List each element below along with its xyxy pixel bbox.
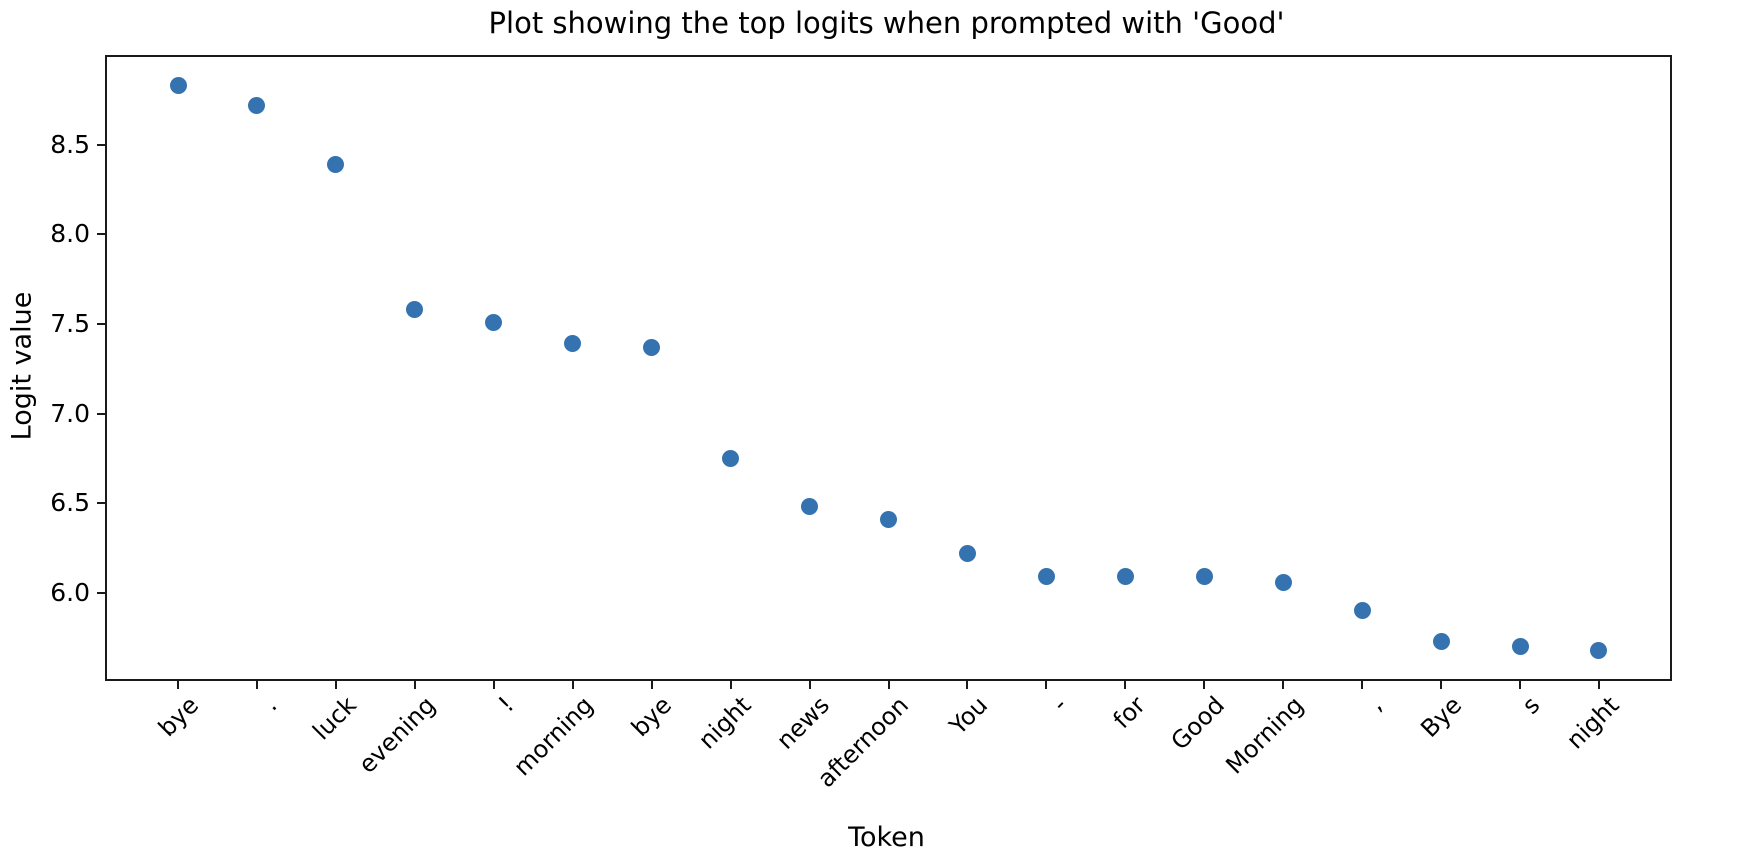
x-tick-mark (1124, 681, 1127, 689)
chart-title: Plot showing the top logits when prompte… (488, 6, 1285, 40)
y-tick-mark (97, 323, 105, 326)
data-point (406, 301, 424, 319)
x-axis-label: Token (848, 822, 925, 853)
x-tick-mark (1361, 681, 1364, 689)
y-tick-label: 6.0 (50, 577, 90, 607)
y-tick-label: 8.5 (50, 129, 90, 159)
data-point (1274, 573, 1292, 591)
data-point (248, 96, 266, 114)
x-tick-label: night (1561, 691, 1625, 755)
x-tick-mark (492, 681, 495, 689)
data-point (1353, 602, 1371, 620)
data-point (327, 156, 345, 174)
x-tick-mark (1519, 681, 1521, 689)
x-tick-mark (177, 681, 180, 689)
x-tick-mark (808, 681, 811, 689)
x-tick-mark (966, 681, 969, 689)
x-tick-mark (1440, 681, 1443, 689)
plot-area: 8.5 8.0 7.5 7.0 6.5 6.0 bye. luck evening! mornin… (50, 55, 1672, 793)
y-tick-mark (97, 143, 105, 146)
data-point (564, 335, 582, 353)
data-point (1195, 568, 1213, 586)
data-point (958, 545, 976, 563)
x-tick-mark (887, 681, 890, 689)
y-tick-label: 6.5 (50, 488, 90, 518)
data-point (1037, 568, 1055, 586)
x-tick-mark (1282, 681, 1285, 689)
y-tick-label: 7.5 (50, 309, 90, 339)
data-point (485, 313, 503, 331)
x-tick-mark (255, 681, 258, 689)
y-tick-mark (97, 233, 105, 236)
data-point (880, 510, 897, 528)
data-point (801, 498, 819, 516)
data-point (1590, 641, 1608, 659)
y-tick-label: 7.0 (50, 398, 90, 428)
data-point (643, 338, 661, 356)
y-tick-label: 8.0 (50, 219, 90, 249)
x-tick-mark (571, 681, 574, 689)
data-point (722, 450, 740, 468)
data-point (169, 77, 187, 95)
x-tick-mark (1203, 681, 1206, 689)
x-tick-mark (1597, 681, 1600, 689)
data-point (1511, 638, 1529, 656)
y-tick-mark (97, 412, 105, 415)
data-point (1116, 568, 1134, 586)
x-tick-mark (729, 681, 732, 689)
x-tick-mark (650, 681, 653, 689)
y-tick-mark (97, 502, 105, 505)
x-tick-mark (334, 681, 337, 689)
y-tick-mark (97, 591, 105, 594)
data-point (1432, 632, 1450, 650)
x-tick-mark (413, 681, 416, 689)
x-tick-mark (1045, 681, 1048, 689)
